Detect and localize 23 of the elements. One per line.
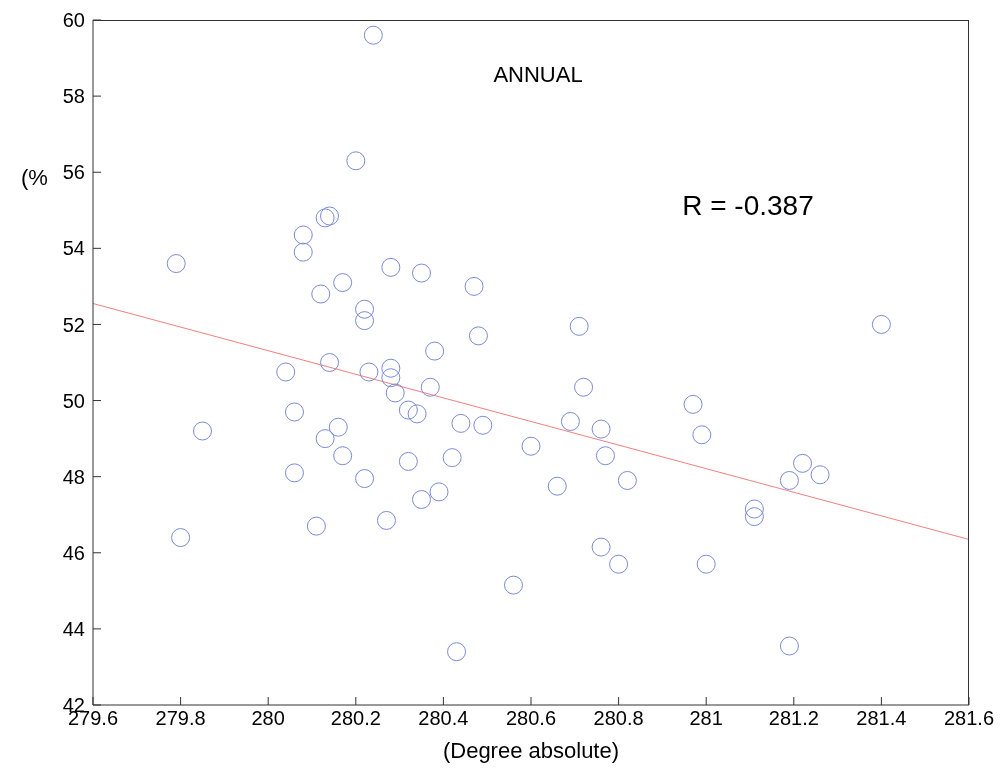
x-tick-label: 280 (251, 707, 285, 730)
x-tick-label: 281.4 (856, 707, 907, 730)
annotation: R = -0.387 (681, 190, 815, 222)
x-tick-label: 280.4 (418, 707, 469, 730)
y-tick-label: 44 (62, 617, 85, 640)
x-tick-label: 280.8 (593, 707, 644, 730)
y-tick-label: 58 (62, 85, 85, 108)
y-tick-label: 56 (62, 161, 85, 184)
y-tick-label: 48 (62, 465, 85, 488)
x-tick-label: 280.6 (505, 707, 557, 730)
x-tick-label: 281.6 (943, 707, 995, 730)
y-tick-label: 46 (62, 541, 85, 564)
y-tick-label: 52 (62, 313, 85, 336)
x-axis-title: (Degree absolute) (441, 738, 621, 764)
y-tick-label: 54 (62, 237, 85, 260)
y-tick-label: 50 (62, 389, 85, 412)
y-axis-title: (% (21, 165, 48, 190)
text: ANNUAL (492, 62, 584, 88)
x-tick-label: 281.2 (768, 707, 819, 730)
x-tick-label: 279.8 (155, 707, 206, 730)
y-tick-label: 60 (62, 9, 85, 32)
x-tick-label: 280.2 (330, 707, 381, 730)
x-tick-label: 281 (689, 707, 723, 730)
